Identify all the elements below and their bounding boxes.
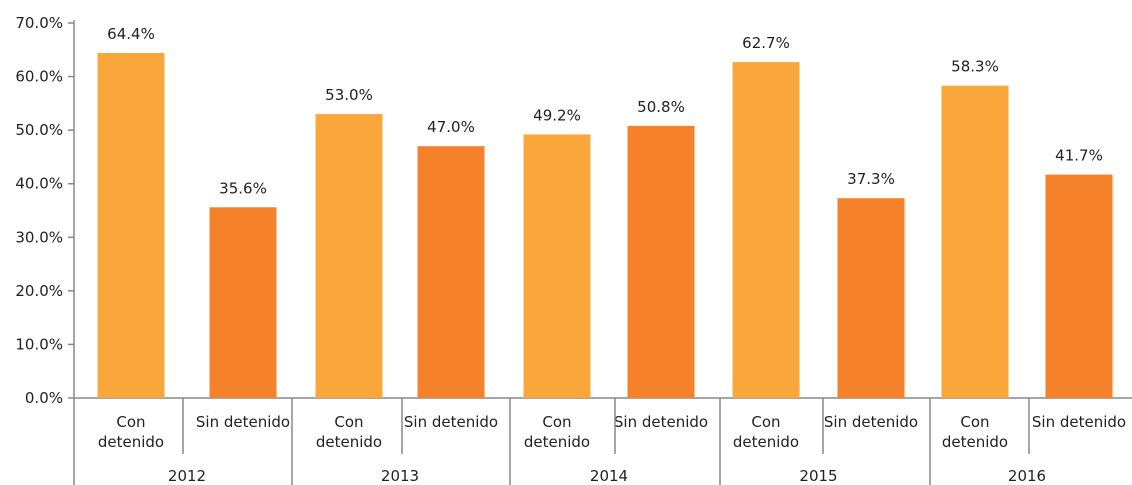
bar-2012-sin-detenido <box>209 207 277 398</box>
data-label: 37.3% <box>847 170 895 188</box>
year-label-2016: 2016 <box>1008 467 1046 485</box>
bar-2014-sin-detenido <box>627 125 695 398</box>
bar-2016-sin-detenido <box>1045 174 1113 398</box>
category-label: detenido <box>942 433 1008 451</box>
year-label-2013: 2013 <box>381 467 419 485</box>
data-label: 50.8% <box>637 98 685 116</box>
category-label: Con <box>751 413 780 431</box>
year-label-2012: 2012 <box>168 467 206 485</box>
y-tick-label: 10.0% <box>15 335 63 353</box>
y-tick-label: 30.0% <box>15 228 63 246</box>
category-label: Sin detenido <box>404 413 498 431</box>
y-tick-label: 20.0% <box>15 282 63 300</box>
data-label: 49.2% <box>533 106 581 124</box>
category-label: Con <box>116 413 145 431</box>
category-label: Sin detenido <box>614 413 708 431</box>
bar-2016-con-detenido <box>941 85 1009 398</box>
category-label: detenido <box>733 433 799 451</box>
category-label: detenido <box>524 433 590 451</box>
category-label: Sin detenido <box>1032 413 1126 431</box>
category-label: Con <box>334 413 363 431</box>
category-label: Sin detenido <box>196 413 290 431</box>
year-label-2014: 2014 <box>590 467 628 485</box>
bar-2013-con-detenido <box>315 114 383 399</box>
category-label: detenido <box>98 433 164 451</box>
y-tick-label: 60.0% <box>15 68 63 86</box>
year-label-2015: 2015 <box>799 467 837 485</box>
y-tick-label: 70.0% <box>15 14 63 32</box>
data-label: 58.3% <box>951 58 999 76</box>
data-label: 53.0% <box>325 86 373 104</box>
category-label: Con <box>960 413 989 431</box>
category-label: detenido <box>316 433 382 451</box>
data-label: 64.4% <box>107 25 155 43</box>
category-label: Sin detenido <box>824 413 918 431</box>
bar-2013-sin-detenido <box>417 146 485 398</box>
data-label: 35.6% <box>219 179 267 197</box>
y-tick-label: 50.0% <box>15 121 63 139</box>
bar-2012-con-detenido <box>97 53 165 398</box>
data-label: 47.0% <box>427 118 475 136</box>
category-label: Con <box>542 413 571 431</box>
data-label: 41.7% <box>1055 147 1103 165</box>
bar-2015-con-detenido <box>732 62 800 398</box>
data-label: 62.7% <box>742 34 790 52</box>
y-tick-label: 40.0% <box>15 175 63 193</box>
bar-2014-con-detenido <box>523 134 591 398</box>
y-tick-label: 0.0% <box>25 389 63 407</box>
bar-2015-sin-detenido <box>837 198 905 398</box>
